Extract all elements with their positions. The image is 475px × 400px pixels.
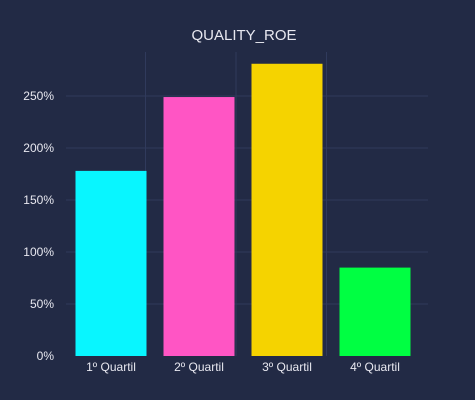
bar	[163, 97, 235, 356]
x-tick-label: 4º Quartil	[350, 360, 400, 374]
x-tick-label: 2º Quartil	[174, 360, 224, 374]
x-axis-ticks: 1º Quartil 2º Quartil 3º Quartil 4º Quartil	[86, 360, 400, 374]
y-axis-ticks: 0% 50% 100% 150% 200% 250%	[23, 89, 54, 363]
y-tick-label: 50%	[30, 297, 54, 311]
bar	[339, 267, 411, 356]
y-tick-label: 100%	[23, 245, 54, 259]
y-tick-label: 0%	[37, 349, 55, 363]
bar	[251, 63, 323, 356]
bars	[75, 63, 411, 356]
y-tick-label: 150%	[23, 193, 54, 207]
y-tick-label: 250%	[23, 89, 54, 103]
x-tick-label: 1º Quartil	[86, 360, 136, 374]
y-tick-label: 200%	[23, 141, 54, 155]
chart-title: QUALITY_ROE	[191, 27, 296, 44]
bar	[75, 170, 147, 356]
x-tick-label: 3º Quartil	[262, 360, 312, 374]
